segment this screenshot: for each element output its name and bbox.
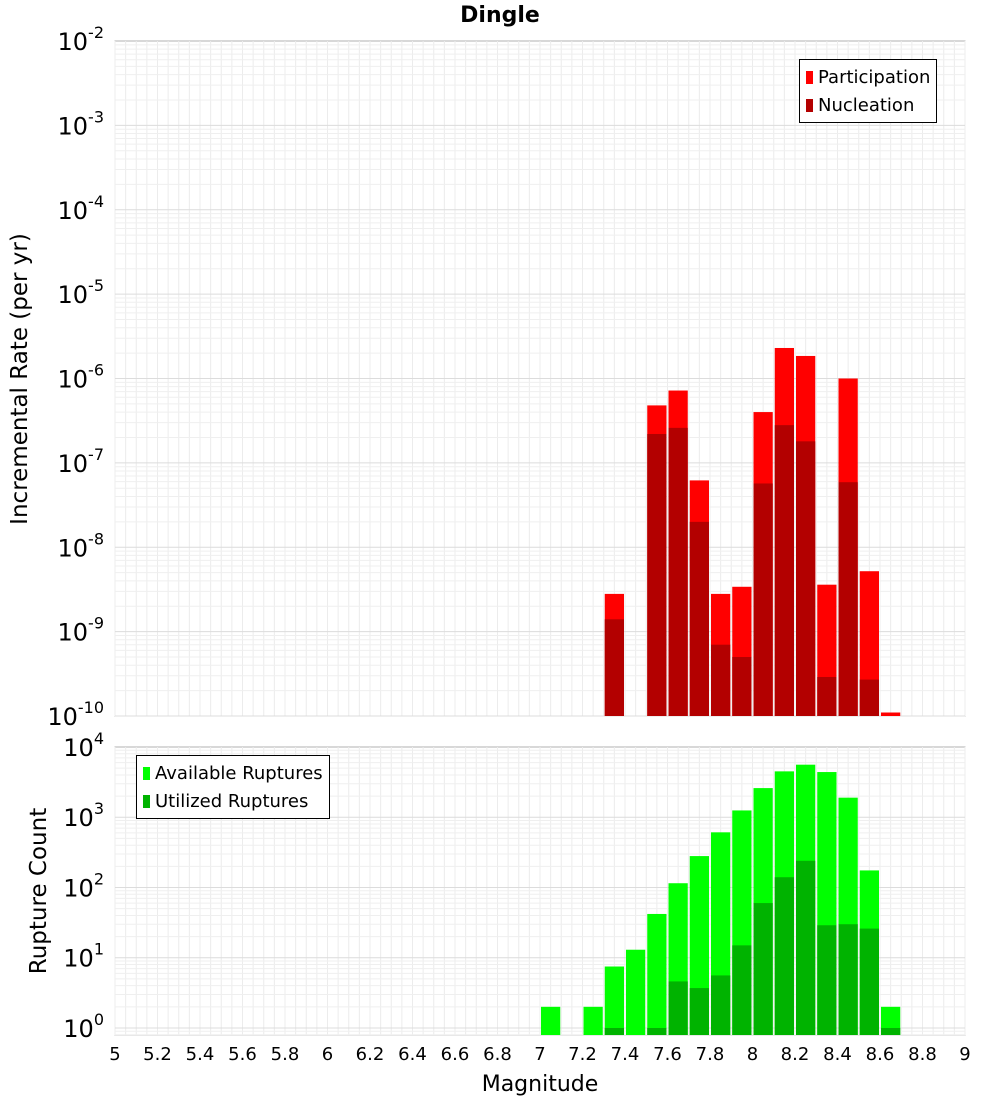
bottom-bar-utilized-ruptures (668, 981, 688, 1035)
legend-item-utilized-ruptures: Utilized Ruptures (143, 787, 323, 815)
top-y-tick-label: 10-7 (58, 445, 105, 478)
legend-item-nucleation: Nucleation (806, 91, 930, 119)
x-tick-label: 6.6 (441, 1044, 470, 1065)
bottom-bar-available-ruptures (604, 966, 624, 1035)
legend-label-available-ruptures: Available Ruptures (155, 762, 323, 784)
bottom-bar-utilized-ruptures (711, 975, 731, 1035)
chart-title: Dingle (460, 3, 540, 28)
bottom-bars (541, 764, 901, 1035)
top-bar-nucleation (796, 441, 816, 716)
utilized-ruptures-swatch (143, 794, 150, 808)
bottom-bar-utilized-ruptures (753, 903, 773, 1035)
bottom-panel: 100 101 102 103 104 Rupture Count (26, 729, 966, 1043)
x-tick-label: 7.8 (696, 1044, 725, 1065)
legend-item-available-ruptures: Available Ruptures (143, 759, 323, 787)
bottom-bar-utilized-ruptures (647, 1027, 667, 1035)
top-y-tick-label: 10-5 (58, 276, 105, 309)
top-legend: Participation Nucleation (799, 59, 938, 123)
x-tick-labels: 5 5.2 5.4 5.6 5.8 6 6.2 6.4 6.6 6.8 7 7.2 7.4 7.6 7.8 8… (109, 1044, 970, 1065)
legend-label-nucleation: Nucleation (818, 94, 915, 116)
x-tick-label: 8.4 (823, 1044, 852, 1065)
x-tick-label: 5.4 (186, 1044, 215, 1065)
x-tick-label: 8 (747, 1044, 758, 1065)
bottom-legend: Available Ruptures Utilized Ruptures (136, 755, 330, 819)
x-tick-label: 7.6 (653, 1044, 682, 1065)
x-tick-label: 5.2 (143, 1044, 172, 1065)
bottom-y-tick-label: 102 (63, 869, 104, 902)
x-tick-label: 5.8 (271, 1044, 300, 1065)
bottom-bar-utilized-ruptures (796, 860, 816, 1035)
x-tick-label: 6.8 (483, 1044, 512, 1065)
x-tick-label: 9 (959, 1044, 970, 1065)
top-bar-participation (881, 712, 901, 716)
top-y-tick-label: 10-10 (47, 698, 104, 731)
x-axis-label: Magnitude (482, 1072, 599, 1097)
x-tick-label: 5.6 (228, 1044, 257, 1065)
top-bar-nucleation (817, 676, 837, 716)
top-bar-nucleation (689, 521, 709, 716)
top-y-tick-label: 10-9 (58, 614, 105, 647)
bottom-bar-utilized-ruptures (859, 928, 879, 1035)
top-y-axis-label: Incremental Rate (per yr) (7, 233, 33, 525)
x-tick-label: 7 (534, 1044, 545, 1065)
top-bar-nucleation (604, 619, 624, 716)
top-panel: 10-10 10-9 10-8 10-7 10-6 10-5 10-4 10-3 10-2 In… (7, 23, 966, 731)
bottom-bar-available-ruptures (881, 1006, 901, 1035)
x-tick-label: 7.2 (568, 1044, 597, 1065)
bottom-bar-utilized-ruptures (604, 1027, 624, 1035)
bottom-y-tick-label: 103 (63, 799, 104, 832)
top-bar-nucleation (711, 644, 731, 716)
top-bar-nucleation (732, 657, 752, 716)
available-ruptures-swatch (143, 766, 150, 780)
x-tick-label: 8.8 (908, 1044, 937, 1065)
top-bar-nucleation (668, 427, 688, 716)
top-bar-nucleation (838, 482, 858, 716)
bottom-bar-utilized-ruptures (774, 877, 794, 1035)
bottom-bar-utilized-ruptures (817, 925, 837, 1035)
top-y-tick-label: 10-8 (58, 529, 105, 562)
bottom-y-tick-label: 100 (63, 1010, 104, 1043)
top-bar-nucleation (774, 425, 794, 716)
nucleation-swatch (806, 98, 813, 112)
x-tick-label: 8.2 (781, 1044, 810, 1065)
top-bar-nucleation (859, 679, 879, 716)
bottom-y-tick-label: 104 (63, 729, 104, 762)
top-y-tick-label: 10-6 (58, 361, 105, 394)
bottom-bar-utilized-ruptures (689, 988, 709, 1035)
bottom-bar-available-ruptures (647, 913, 667, 1035)
x-tick-label: 6.2 (356, 1044, 385, 1065)
bottom-bar-available-ruptures (583, 1006, 603, 1035)
bottom-bar-available-ruptures (541, 1006, 561, 1035)
top-bar-nucleation (647, 433, 667, 716)
bottom-bar-utilized-ruptures (881, 1027, 901, 1035)
legend-item-participation: Participation (806, 63, 930, 91)
x-tick-label: 6.4 (398, 1044, 427, 1065)
bottom-bar-available-ruptures (626, 949, 646, 1035)
participation-swatch (806, 70, 813, 84)
bottom-bar-utilized-ruptures (838, 924, 858, 1035)
bottom-y-axis-label: Rupture Count (26, 808, 52, 974)
top-y-tick-label: 10-4 (58, 192, 105, 225)
top-bar-nucleation (753, 483, 773, 716)
x-tick-label: 6 (322, 1044, 333, 1065)
legend-label-utilized-ruptures: Utilized Ruptures (155, 790, 309, 812)
legend-label-participation: Participation (818, 66, 931, 88)
bottom-y-tick-labels: 100 101 102 103 104 (63, 729, 104, 1043)
bottom-bar-utilized-ruptures (732, 945, 752, 1035)
x-tick-label: 7.4 (611, 1044, 640, 1065)
top-bars (604, 347, 901, 716)
top-y-tick-labels: 10-10 10-9 10-8 10-7 10-6 10-5 10-4 10-3 10-2 (47, 23, 104, 731)
x-tick-label: 5 (109, 1044, 120, 1065)
top-grid (114, 41, 966, 717)
top-y-tick-label: 10-2 (58, 23, 105, 56)
x-tick-label: 8.6 (866, 1044, 895, 1065)
bottom-y-tick-label: 101 (63, 940, 104, 973)
top-y-tick-label: 10-3 (58, 107, 105, 140)
